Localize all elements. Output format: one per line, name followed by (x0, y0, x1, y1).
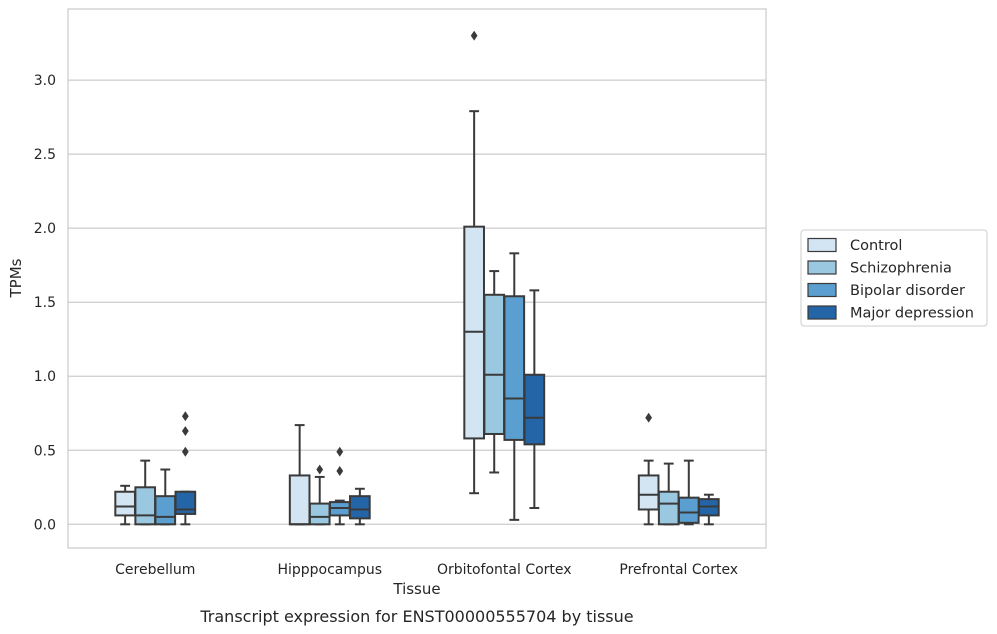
box-body (349, 495, 371, 520)
box (503, 252, 526, 521)
box (463, 30, 485, 495)
y-tick-label: 0.5 (34, 443, 56, 459)
box-body (503, 295, 526, 441)
outlier-point (181, 411, 189, 422)
legend-label: Schizophrenia (850, 261, 952, 277)
box-body (154, 495, 177, 526)
x-tick-label: Orbitofontal Cortex (437, 562, 572, 578)
x-tick-label: Prefrontal Cortex (619, 562, 738, 578)
y-tick-label: 0.0 (34, 517, 56, 533)
box (134, 459, 157, 526)
y-tick-label: 2.5 (34, 147, 56, 163)
box (677, 459, 700, 526)
series-schizophrenia (134, 270, 680, 526)
box (657, 462, 680, 526)
box-body (174, 490, 197, 515)
box (349, 487, 371, 526)
legend-label: Bipolar disorder (850, 283, 965, 299)
box (698, 493, 720, 526)
series-major-depression (174, 289, 720, 526)
box (523, 289, 546, 510)
x-tick-label: Cerebellum (115, 562, 195, 578)
box-body (288, 474, 311, 526)
x-axis-label: Tissue (392, 580, 440, 598)
legend-swatch (807, 305, 837, 320)
legend-swatch (807, 237, 837, 253)
y-tick-label: 1.5 (34, 295, 56, 311)
box (637, 412, 660, 526)
legend-frame (800, 229, 988, 327)
box-body (114, 490, 136, 517)
box (483, 270, 506, 474)
x-tick-label: Hipppocampus (277, 562, 382, 578)
legend-label: Major depression (850, 306, 974, 322)
y-tick-labels: 0.0 0.5 1.0 1.5 2.0 2.5 3.0 (34, 73, 56, 533)
outlier-point (470, 30, 478, 41)
legend-label: Control (850, 238, 902, 254)
y-axis-label: TPMs (7, 258, 25, 298)
box-body (134, 486, 157, 526)
box-series (114, 30, 720, 526)
plot-area-frame (67, 8, 767, 549)
box-body (308, 502, 331, 526)
box (288, 424, 311, 526)
chart-caption: Transcript expression for ENST0000055570… (199, 607, 633, 626)
legend-swatch (807, 260, 837, 275)
y-tick-label: 3.0 (34, 73, 56, 89)
outlier-point (645, 412, 653, 423)
box-body (677, 496, 700, 524)
outlier-point (336, 446, 344, 457)
box-body (637, 474, 660, 511)
series-bipolar-disorder (154, 252, 700, 526)
box (328, 446, 351, 526)
outlier-point (181, 426, 189, 436)
outlier-point (336, 466, 344, 476)
gridlines (68, 79, 766, 525)
y-tick-label: 1.0 (34, 369, 56, 385)
outlier-point (181, 446, 189, 457)
outlier-point (316, 464, 324, 475)
legend: Control Schizophrenia Bipolar disorder Majo… (800, 229, 988, 327)
y-tick-label: 2.0 (34, 221, 56, 237)
box-body (523, 373, 546, 446)
box-body (657, 490, 680, 526)
box (174, 411, 197, 526)
box (308, 464, 331, 526)
box (154, 468, 177, 526)
legend-swatch (807, 282, 837, 298)
box-body (483, 293, 506, 435)
box (114, 484, 136, 526)
x-tick-labels: Cerebellum Hipppocampus Orbitofontal Corte… (115, 562, 738, 578)
